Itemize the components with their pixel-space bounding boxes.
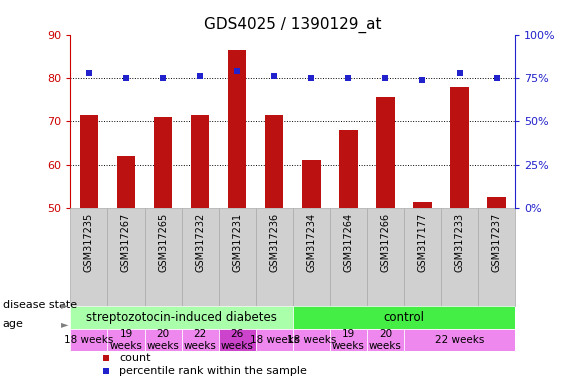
Text: 18 weeks: 18 weeks <box>64 335 114 345</box>
Text: GSM317177: GSM317177 <box>418 213 427 272</box>
Bar <box>367 329 404 351</box>
Bar <box>293 306 515 329</box>
Bar <box>367 208 404 306</box>
Bar <box>145 208 181 306</box>
Bar <box>181 208 218 306</box>
Bar <box>265 115 284 208</box>
Text: 26
weeks: 26 weeks <box>221 329 253 351</box>
Bar <box>108 208 145 306</box>
Text: control: control <box>383 311 425 324</box>
Bar <box>404 208 441 306</box>
Bar <box>256 329 293 351</box>
Bar <box>376 98 395 208</box>
Text: GSM317265: GSM317265 <box>158 213 168 272</box>
Text: GSM317232: GSM317232 <box>195 213 205 272</box>
Text: count: count <box>119 353 151 362</box>
Bar <box>488 197 506 208</box>
Bar <box>256 208 293 306</box>
Bar <box>450 87 469 208</box>
Bar <box>330 329 367 351</box>
Text: 18 weeks: 18 weeks <box>287 335 336 345</box>
Text: 20
weeks: 20 weeks <box>146 329 180 351</box>
Bar <box>441 208 478 306</box>
Text: 19
weeks: 19 weeks <box>332 329 365 351</box>
Bar <box>70 208 108 306</box>
Bar <box>191 115 209 208</box>
Text: GSM317264: GSM317264 <box>343 213 354 272</box>
Bar <box>339 130 358 208</box>
Bar <box>413 202 432 208</box>
Bar <box>70 306 293 329</box>
Bar <box>330 208 367 306</box>
Bar <box>79 115 98 208</box>
Text: ►: ► <box>61 300 68 310</box>
Text: GSM317234: GSM317234 <box>306 213 316 272</box>
Text: GSM317266: GSM317266 <box>381 213 390 272</box>
Text: 18 weeks: 18 weeks <box>249 335 299 345</box>
Title: GDS4025 / 1390129_at: GDS4025 / 1390129_at <box>204 17 382 33</box>
Bar <box>293 208 330 306</box>
Text: GSM317236: GSM317236 <box>269 213 279 272</box>
Bar <box>404 329 515 351</box>
Text: GSM317235: GSM317235 <box>84 213 94 272</box>
Text: disease state: disease state <box>3 300 77 310</box>
Bar <box>228 50 247 208</box>
Bar <box>154 117 172 208</box>
Text: GSM317267: GSM317267 <box>121 213 131 272</box>
Bar <box>218 329 256 351</box>
Bar <box>145 329 181 351</box>
Text: 19
weeks: 19 weeks <box>110 329 142 351</box>
Text: 20
weeks: 20 weeks <box>369 329 402 351</box>
Text: 22 weeks: 22 weeks <box>435 335 484 345</box>
Bar <box>478 208 515 306</box>
Text: age: age <box>3 319 24 329</box>
Text: streptozotocin-induced diabetes: streptozotocin-induced diabetes <box>86 311 277 324</box>
Bar <box>302 161 320 208</box>
Bar <box>293 329 330 351</box>
Text: GSM317233: GSM317233 <box>454 213 464 272</box>
Text: 22
weeks: 22 weeks <box>184 329 217 351</box>
Bar <box>218 208 256 306</box>
Text: GSM317237: GSM317237 <box>491 213 502 272</box>
Bar <box>117 156 135 208</box>
Bar <box>70 329 108 351</box>
Text: GSM317231: GSM317231 <box>232 213 242 272</box>
Bar <box>108 329 145 351</box>
Bar <box>181 329 218 351</box>
Text: ►: ► <box>61 319 68 329</box>
Text: percentile rank within the sample: percentile rank within the sample <box>119 366 307 376</box>
